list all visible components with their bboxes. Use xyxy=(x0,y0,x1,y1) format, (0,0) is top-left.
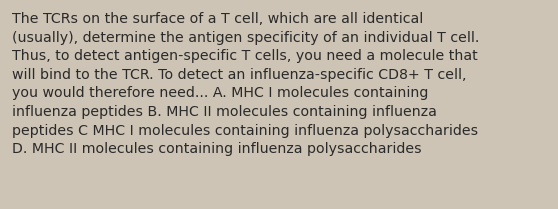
Text: The TCRs on the surface of a T cell, which are all identical
(usually), determin: The TCRs on the surface of a T cell, whi… xyxy=(12,12,479,156)
